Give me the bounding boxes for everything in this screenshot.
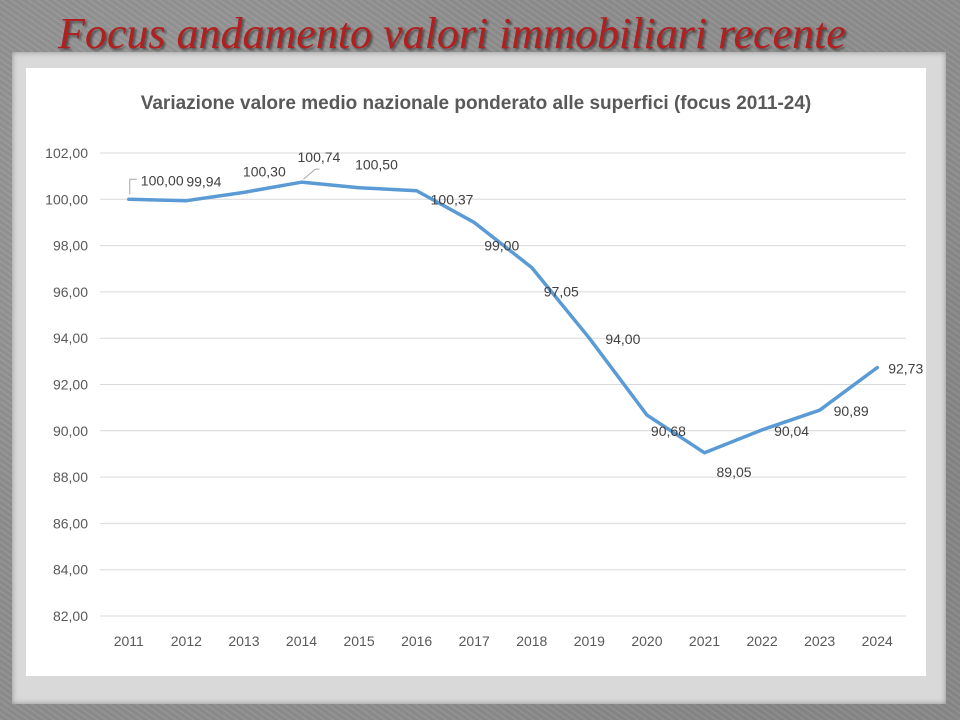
- data-point: [587, 336, 591, 340]
- data-point: [875, 366, 879, 370]
- data-label: 100,50: [355, 157, 398, 173]
- line-chart: Variazione valore medio nazionale ponder…: [45, 93, 923, 649]
- x-tick-label: 2021: [689, 633, 720, 649]
- data-point: [472, 220, 476, 224]
- slide-title: Focus andamento valori immobiliari recen…: [58, 9, 846, 58]
- x-tick-label: 2012: [171, 633, 202, 649]
- y-axis-ticks: 82,00 84,00 86,00 88,00 90,00 92,00 94,00 96,00…: [45, 145, 88, 624]
- x-tick-label: 2014: [286, 633, 317, 649]
- y-tick-label: 82,00: [53, 608, 88, 624]
- data-point: [415, 189, 419, 193]
- leader-line: [303, 168, 320, 180]
- y-tick-label: 92,00: [53, 377, 88, 393]
- y-tick-label: 94,00: [53, 330, 88, 346]
- y-tick-label: 84,00: [53, 562, 88, 578]
- data-label: 92,73: [888, 361, 923, 377]
- chart-title: Variazione valore medio nazionale ponder…: [141, 93, 812, 114]
- data-point: [530, 266, 534, 270]
- data-label: 90,89: [834, 403, 869, 419]
- data-point: [703, 451, 706, 455]
- y-tick-label: 98,00: [53, 238, 88, 254]
- x-tick-label: 2011: [114, 633, 144, 649]
- data-label: 97,05: [544, 284, 579, 300]
- chart-card: Variazione valore medio nazionale ponder…: [26, 68, 926, 676]
- x-tick-label: 2015: [343, 633, 374, 649]
- y-tick-label: 102,00: [45, 145, 88, 161]
- data-point: [818, 408, 822, 412]
- x-tick-label: 2019: [574, 633, 605, 649]
- x-tick-label: 2024: [862, 633, 893, 649]
- x-tick-label: 2013: [228, 633, 259, 649]
- data-label: 89,05: [717, 464, 752, 480]
- data-label: 100,74: [298, 149, 341, 165]
- data-label: 99,94: [186, 174, 221, 190]
- series-layer: [127, 180, 879, 455]
- data-point: [300, 180, 303, 184]
- x-tick-label: 2017: [459, 633, 490, 649]
- x-tick-label: 2018: [516, 633, 547, 649]
- data-label: 100,30: [243, 163, 286, 179]
- x-tick-label: 2023: [804, 633, 835, 649]
- data-label: 100,00: [141, 172, 184, 188]
- data-point: [760, 428, 764, 432]
- x-tick-label: 2016: [401, 633, 432, 649]
- gridlines: [100, 152, 906, 617]
- y-tick-label: 90,00: [53, 423, 88, 439]
- data-point: [184, 199, 188, 203]
- data-label: 99,00: [484, 237, 519, 253]
- leader-line: [129, 178, 137, 195]
- y-tick-label: 100,00: [45, 191, 88, 207]
- data-point: [127, 197, 131, 201]
- y-tick-label: 88,00: [53, 469, 88, 485]
- data-label: 94,00: [605, 331, 640, 347]
- y-tick-label: 96,00: [53, 284, 88, 300]
- data-point: [357, 186, 361, 190]
- x-tick-label: 2022: [746, 633, 777, 649]
- data-point: [645, 413, 649, 417]
- data-label: 90,04: [774, 423, 809, 439]
- y-tick-label: 86,00: [53, 515, 88, 531]
- data-point: [242, 190, 246, 194]
- data-label: 90,68: [651, 423, 686, 439]
- series-line: [127, 180, 879, 455]
- x-tick-label: 2020: [631, 633, 662, 649]
- data-label: 100,37: [431, 192, 474, 208]
- data-labels: 100,00 99,94 100,30 100,74 100,50 100,37 99,00…: [129, 149, 923, 480]
- x-axis-ticks: 2011 2012 2013 2014 2015 2016 2017 2018 2019 2020…: [114, 633, 893, 649]
